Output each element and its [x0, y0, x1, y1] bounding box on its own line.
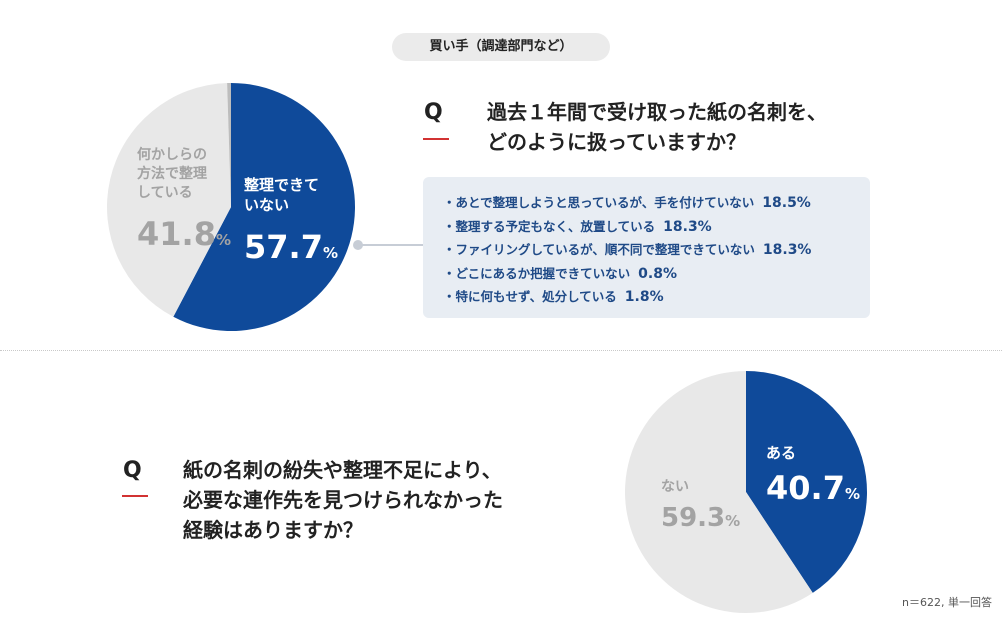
q2-question-line3: 経験はありますか？ [183, 518, 363, 542]
pie1-slice-other [227, 83, 231, 207]
q1-question-line1: 過去１年間で受け取った紙の名刺を、 [487, 100, 827, 124]
pie2-blue-label: ある 40.7% [766, 443, 860, 510]
footnote: n＝622, 単一回答 [902, 596, 992, 609]
breakdown-connector [353, 240, 424, 250]
pie1-blue-unit: % [322, 243, 338, 262]
q2-question-line2: 必要な連作先を見つけられなかった [183, 488, 503, 512]
pie2-slice-no [625, 371, 813, 613]
pie1-blue-label: 整理できて いない 57.7% [244, 175, 338, 269]
pie2-blue-line1: ある [766, 444, 797, 462]
breakdown-item: ・ファイリングしているが、順不同で整理できていない 18.3% [443, 238, 870, 262]
breakdown-value: 18.5% [762, 195, 811, 211]
breakdown-label: ・あとで整理しようと思っているが、手を付けていない [443, 195, 755, 210]
pie2-slice-yes [746, 371, 867, 593]
pie1-gray-label: 何かしらの 方法で整理 している 41.8% [137, 146, 231, 256]
pie1-slice-organized [107, 83, 231, 317]
pie1-gray-unit: % [215, 230, 231, 249]
q1-marker: Q [424, 100, 443, 125]
pie1-blue-line1: 整理できて [244, 176, 320, 194]
pie-chart-experience [625, 371, 867, 613]
breakdown-list: ・あとで整理しようと思っているが、手を付けていない 18.5% ・整理する予定もなく… [423, 177, 870, 309]
breakdown-value: 0.8% [638, 265, 677, 282]
breakdown-item: ・どこにあるか把握できていない 0.8% [443, 262, 870, 286]
pie1-gray-line1: 何かしらの [137, 147, 207, 163]
breakdown-item: ・整理する予定もなく、放置している 18.3% [443, 215, 870, 239]
breakdown-label: ・どこにあるか把握できていない [443, 265, 631, 281]
pie1-gray-value: 41.8 [137, 214, 216, 253]
pie2-gray-line1: ない [661, 479, 689, 495]
breakdown-item: ・特に何もせず、処分している 1.8% [443, 285, 870, 309]
pie2-blue-unit: % [844, 485, 860, 504]
breakdown-value: 18.3% [762, 242, 812, 258]
section-divider [0, 350, 1002, 351]
q2-question-line1: 紙の名刺の紛失や整理不足により、 [183, 458, 502, 482]
breakdown-label: ・ファイリングしているが、順不同で整理できていない [443, 242, 755, 257]
breakdown-box: ・あとで整理しようと思っているが、手を付けていない 18.5% ・整理する予定もなく… [423, 177, 870, 318]
q1-question: 過去１年間で受け取った紙の名刺を、 どのように扱っていますか？ [487, 97, 827, 157]
pie2-blue-value: 40.7 [766, 469, 845, 508]
q2-marker-underline [122, 495, 148, 497]
pie1-slice-not-organized [173, 83, 356, 331]
q2-question: 紙の名刺の紛失や整理不足により、 必要な連作先を見つけられなかった 経験はありま… [183, 455, 503, 545]
breakdown-label: ・特に何もせず、処分している [443, 289, 617, 304]
pie2-gray-value: 59.3 [661, 502, 726, 533]
pie-chart-handling [107, 83, 356, 331]
q1-question-line2: どのように扱っていますか？ [487, 130, 746, 154]
breakdown-value: 1.8% [624, 289, 664, 305]
pie2-gray-label: ない 59.3% [661, 478, 740, 536]
q2-marker: Q [123, 458, 142, 483]
pie1-blue-line2: いない [244, 196, 290, 215]
breakdown-label: ・整理する予定もなく、放置している [443, 218, 656, 234]
respondent-badge: 買い手（調達部門など） [392, 33, 610, 61]
pie2-gray-unit: % [725, 511, 741, 530]
q1-marker-underline [423, 138, 449, 140]
breakdown-value: 18.3% [663, 218, 712, 235]
pie1-gray-line2: 方法で整理 [137, 165, 207, 182]
breakdown-item: ・あとで整理しようと思っているが、手を付けていない 18.5% [443, 191, 870, 215]
pie1-blue-value: 57.7 [244, 227, 323, 266]
pie1-gray-line3: している [137, 184, 193, 201]
